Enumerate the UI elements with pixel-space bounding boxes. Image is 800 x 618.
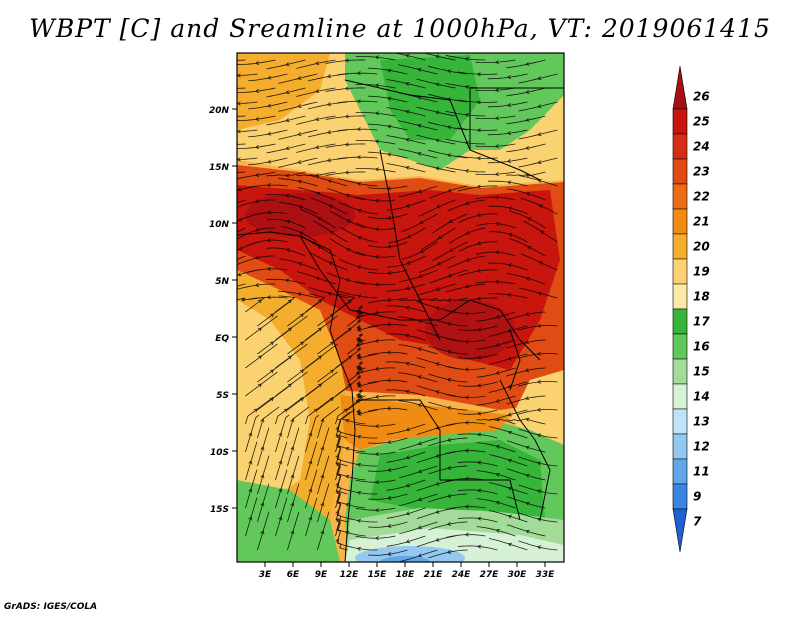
colorbar-swatch (672, 408, 688, 435)
colorbar-label: 11 (693, 465, 710, 479)
colorbar: 26 25 24 23 22 21 20 19 18 17 16 15 14 13 12 11 9 7 (672, 65, 710, 553)
lon-tick-label: 15E (368, 570, 388, 580)
colorbar-label: 18 (693, 290, 710, 304)
colorbar-swatch (672, 158, 688, 185)
colorbar-label: 26 (693, 90, 710, 104)
footer-credit: GrADS: IGES/COLA (4, 602, 98, 612)
colorbar-swatch (672, 65, 688, 110)
colorbar-swatch (672, 208, 688, 235)
lon-tick-label: 33E (536, 570, 556, 580)
lat-tick-label: 15N (209, 163, 230, 173)
latitude-axis: 20N 15N 10N 5N EQ 5S 10S 15S (209, 106, 237, 515)
longitude-axis: 3E 6E 9E 12E 15E 18E 21E 24E 27E 30E 33E (259, 562, 555, 580)
colorbar-swatch (672, 308, 688, 335)
lon-tick-label: 30E (508, 570, 528, 580)
colorbar-swatch (672, 133, 688, 160)
colorbar-swatch (672, 183, 688, 210)
colorbar-label: 17 (693, 315, 710, 329)
colorbar-label: 16 (693, 340, 710, 354)
colorbar-swatch (672, 283, 688, 310)
colorbar-label: 25 (693, 115, 710, 129)
lon-tick-label: 27E (480, 570, 500, 580)
lon-tick-label: 18E (396, 570, 416, 580)
colorbar-label: 14 (693, 390, 710, 404)
lon-tick-label: 24E (452, 570, 472, 580)
colorbar-label: 7 (693, 515, 702, 529)
lon-tick-label: 9E (315, 570, 328, 580)
colorbar-label: 22 (693, 190, 710, 204)
colorbar-swatch (672, 483, 688, 510)
lat-tick-label: 10N (209, 220, 230, 230)
map-frame (236, 52, 565, 563)
colorbar-label: 19 (693, 265, 710, 279)
colorbar-swatch (672, 333, 688, 360)
colorbar-label: 21 (693, 215, 710, 229)
lat-tick-label: 5S (216, 391, 229, 401)
lat-tick-label: 15S (210, 505, 229, 515)
colorbar-swatch (672, 358, 688, 385)
colorbar-swatch (672, 508, 688, 553)
lat-tick-label: EQ (215, 334, 229, 344)
colorbar-label: 24 (693, 140, 710, 154)
lat-tick-label: 20N (209, 106, 230, 116)
lon-tick-label: 12E (340, 570, 360, 580)
colorbar-swatch (672, 108, 688, 135)
colorbar-label: 12 (693, 440, 710, 454)
colorbar-label: 9 (693, 490, 701, 504)
lon-tick-label: 6E (287, 570, 300, 580)
streamlines (237, 53, 558, 562)
chart-title: WBPT [C] and Sreamline at 1000hPa, VT: 2… (29, 14, 771, 43)
colorbar-label: 13 (693, 415, 710, 429)
colorbar-label: 23 (693, 165, 710, 179)
lat-tick-label: 5N (215, 277, 229, 287)
colorbar-swatch (672, 458, 688, 485)
colorbar-label: 15 (693, 365, 710, 379)
lon-tick-label: 21E (424, 570, 444, 580)
lat-tick-label: 10S (210, 448, 229, 458)
colorbar-label: 20 (693, 240, 710, 254)
lon-tick-label: 3E (259, 570, 272, 580)
colorbar-swatch (672, 433, 688, 460)
colorbar-swatch (672, 383, 688, 410)
colorbar-swatch (672, 258, 688, 285)
colorbar-swatch (672, 233, 688, 260)
